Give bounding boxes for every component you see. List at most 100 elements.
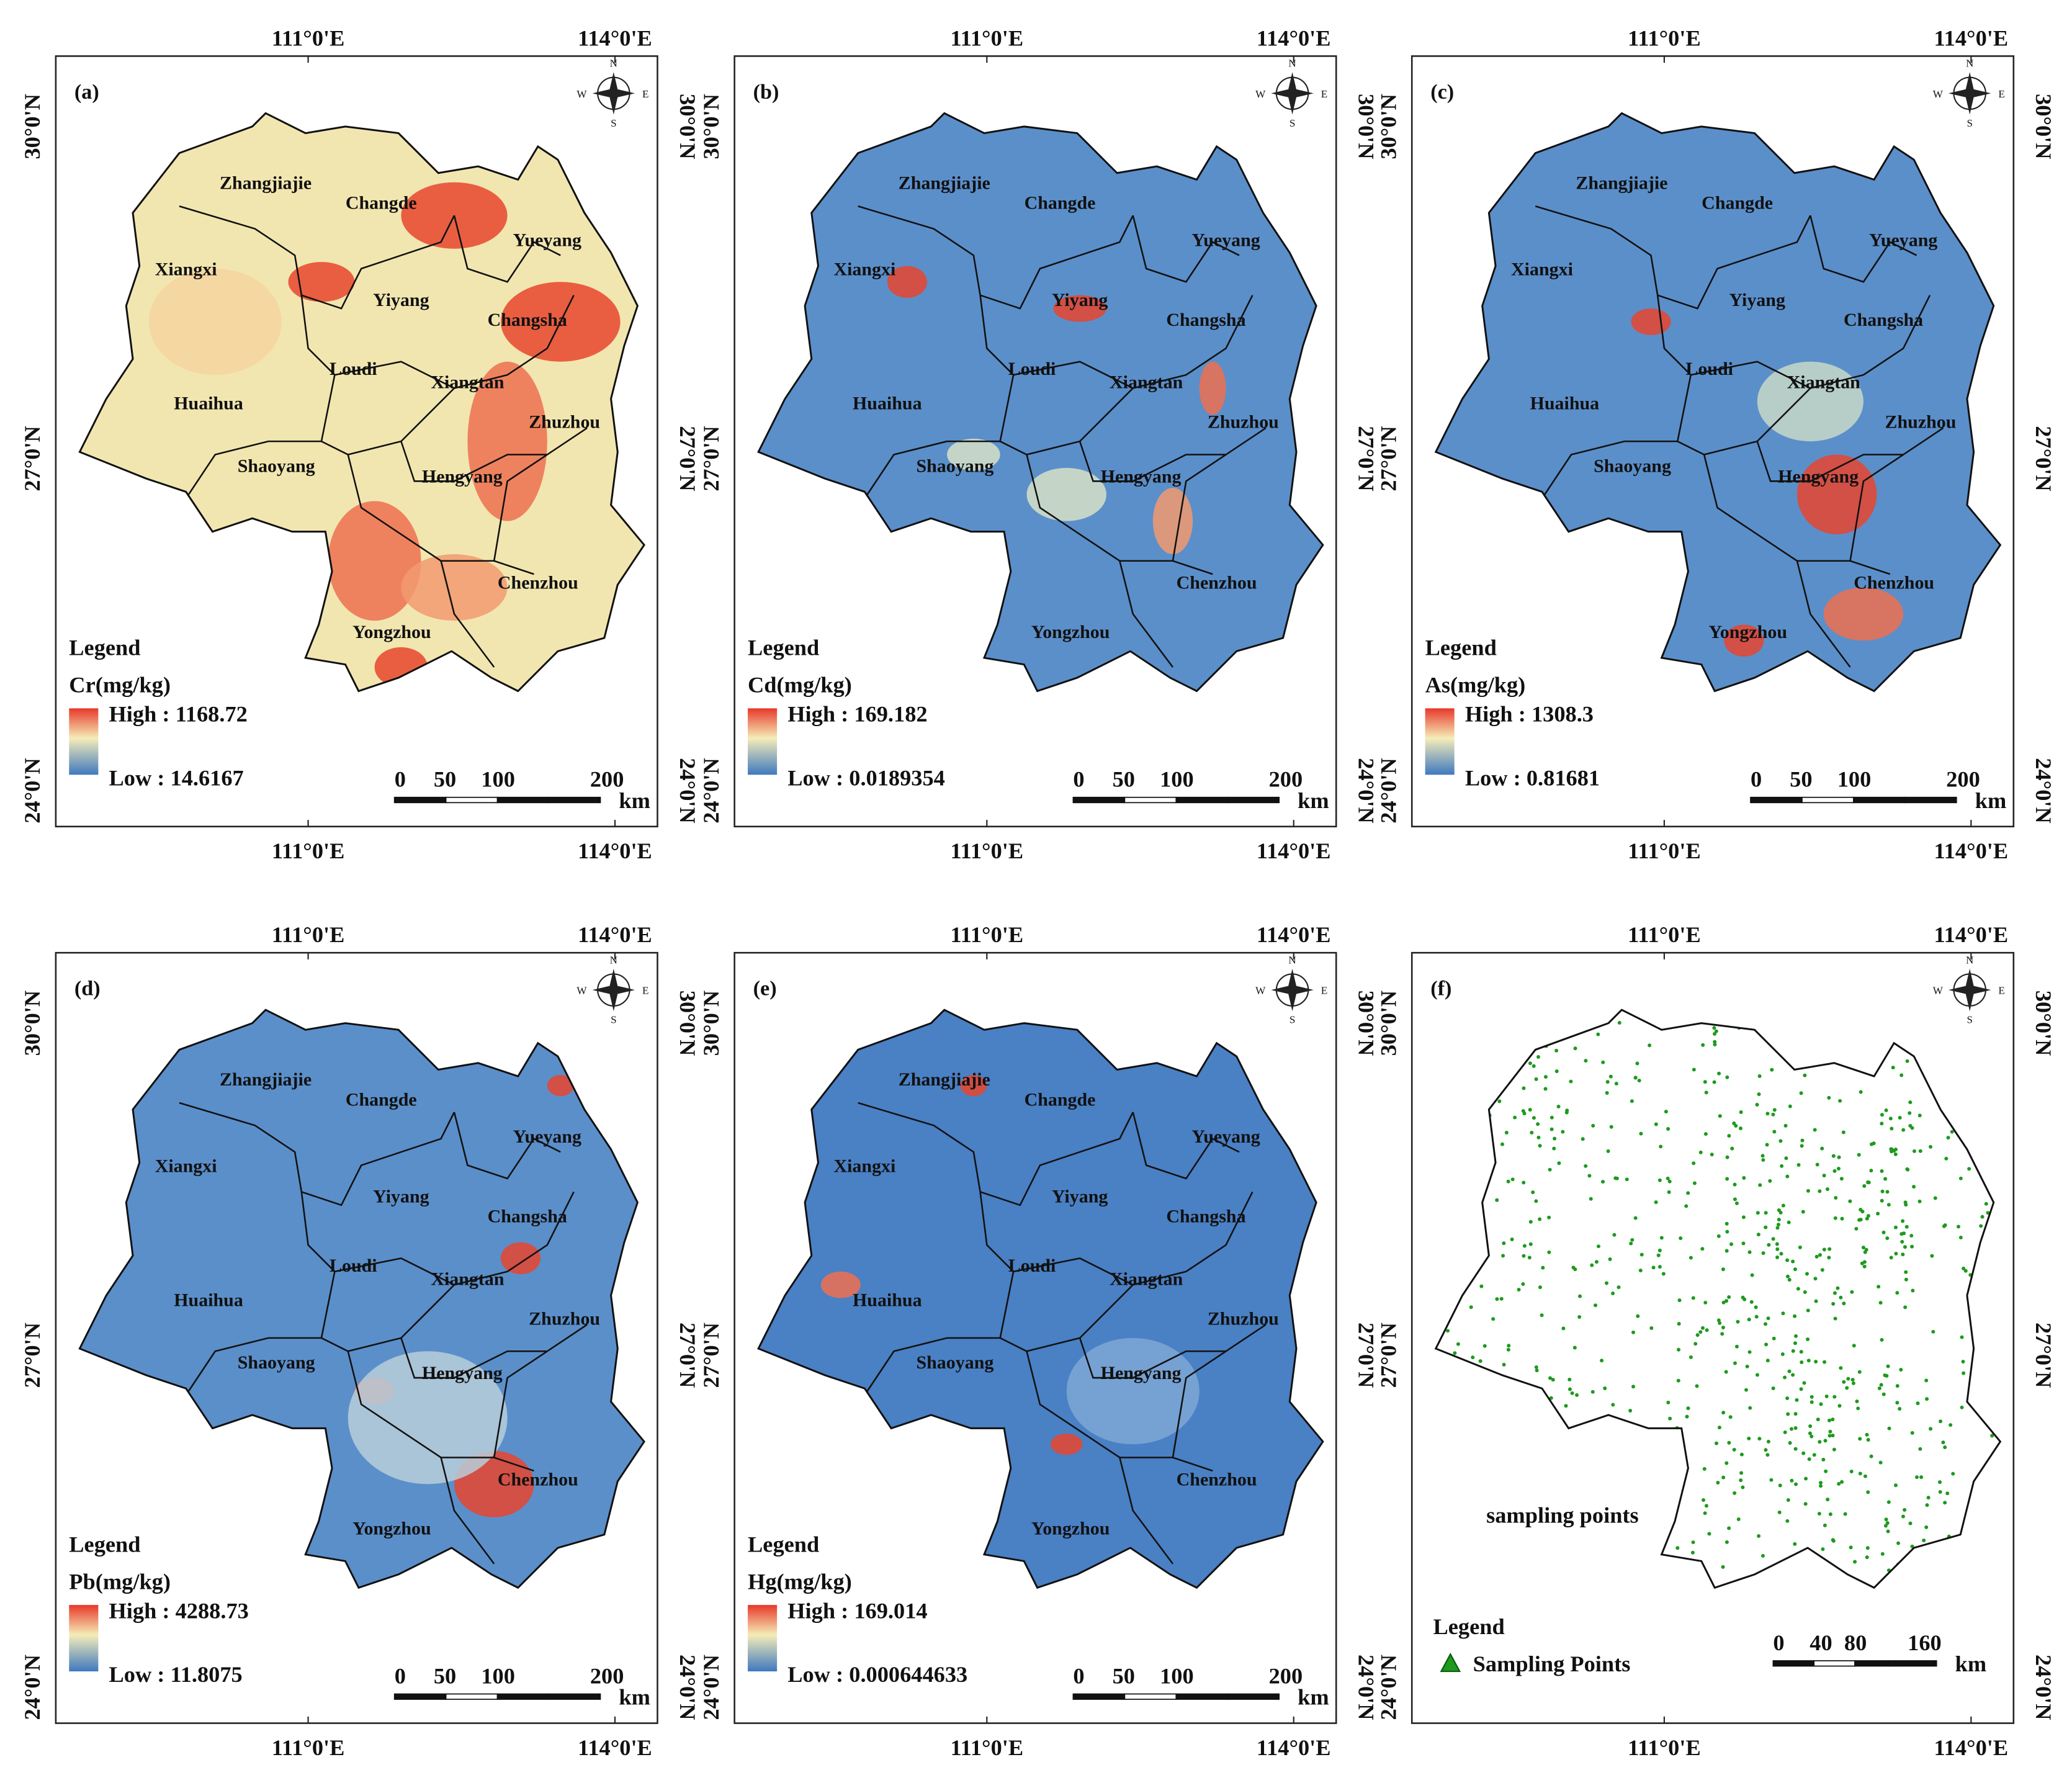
- region-label: Yiyang: [373, 290, 429, 310]
- sample-dot: [1963, 1564, 1968, 1568]
- region-label: Yongzhou: [1031, 1519, 1110, 1539]
- sample-dot: [1575, 1393, 1579, 1397]
- sample-dot: [1780, 1352, 1785, 1356]
- sample-dot: [1538, 1217, 1542, 1221]
- compass-letter: W: [576, 985, 587, 997]
- sample-dot: [1757, 1534, 1761, 1538]
- sample-dot: [1979, 1224, 1983, 1228]
- sample-dot: [1869, 1169, 1873, 1173]
- sample-dot: [1564, 1404, 1568, 1408]
- lat-label: 24°0'N: [1376, 758, 1401, 823]
- province: [758, 1010, 1323, 1588]
- region-label: Zhuzhou: [529, 1308, 600, 1329]
- sample-dot: [1705, 1578, 1709, 1583]
- panel-label: (f): [1430, 977, 1451, 1000]
- sample-dot: [1775, 1226, 1780, 1230]
- sample-dot: [1965, 1556, 1970, 1560]
- province-border: [78, 1009, 645, 1589]
- sample-dot: [1549, 1029, 1553, 1033]
- sample-dot: [1536, 1122, 1540, 1126]
- sample-dot: [1691, 1540, 1695, 1545]
- sample-dot: [1781, 1203, 1785, 1208]
- legend-variable: Cd(mg/kg): [748, 673, 852, 698]
- lat-label: 30°0'N: [1376, 94, 1401, 159]
- compass-letter: S: [1289, 117, 1296, 129]
- sample-dot: [1893, 1483, 1898, 1488]
- sample-dot: [1705, 1328, 1709, 1332]
- sample-dot: [1703, 1511, 1707, 1516]
- sample-dot: [1931, 1329, 1935, 1334]
- lon-label: 111°0'E: [950, 1735, 1023, 1760]
- sample-dot: [1698, 1330, 1703, 1334]
- sample-dot: [1765, 1143, 1769, 1147]
- sample-dot: [1548, 1561, 1553, 1565]
- sample-dot: [1842, 1380, 1846, 1384]
- sample-dot: [1791, 1373, 1795, 1377]
- scale-segment: [496, 1693, 550, 1700]
- lon-label: 114°0'E: [578, 838, 652, 863]
- panel: 111°0'E 111°0'E 114°0'E 114°0'E 30°0'N 30°0'N…: [20, 25, 700, 863]
- sample-dot: [1910, 1244, 1914, 1249]
- sample-dot: [1822, 1247, 1826, 1252]
- sample-dot: [1692, 1181, 1697, 1185]
- sample-dot: [1528, 1406, 1532, 1411]
- sample-dot: [1605, 1080, 1610, 1084]
- sample-dot: [1777, 1510, 1782, 1514]
- sample-dot: [1851, 1381, 1855, 1385]
- sample-dot: [1814, 1299, 1818, 1303]
- sample-dot: [1437, 1429, 1441, 1433]
- sample-dot: [1689, 1355, 1693, 1359]
- sample-dot: [1794, 1334, 1798, 1338]
- sample-dot: [1899, 1368, 1903, 1372]
- sample-dot: [1839, 1177, 1844, 1181]
- sample-dot: [1780, 1164, 1784, 1168]
- panel-label: (e): [753, 977, 777, 1000]
- sample-dot: [1961, 1359, 1965, 1363]
- sample-dot: [1550, 1449, 1554, 1453]
- sample-dot: [1495, 1297, 1499, 1301]
- sample-dot: [1839, 1366, 1843, 1370]
- province-border: [757, 1009, 1324, 1589]
- sample-dot: [1919, 1475, 1924, 1480]
- sample-dot: [1854, 1226, 1859, 1231]
- sample-dot: [1765, 1112, 1770, 1116]
- sample-dot: [1788, 1440, 1792, 1445]
- sample-dot: [1721, 1267, 1725, 1272]
- lat-label: 30°0'N: [1376, 991, 1401, 1056]
- sample-dot: [1827, 1095, 1831, 1100]
- sample-dot: [1473, 1025, 1478, 1029]
- sample-dot: [1813, 1128, 1817, 1132]
- sample-dot: [1880, 1189, 1885, 1193]
- sample-dot: [1725, 1177, 1729, 1181]
- legend-low: Low : 0.000644633: [787, 1662, 967, 1687]
- region-label: Yiyang: [1729, 290, 1785, 310]
- sample-dot: [1437, 1563, 1442, 1567]
- sample-dot: [1713, 1043, 1717, 1047]
- sample-dot: [1635, 1061, 1639, 1066]
- sample-dot: [1721, 1475, 1726, 1480]
- region-label: Yongzhou: [1708, 622, 1787, 642]
- sample-dot: [1625, 1177, 1629, 1182]
- sample-dot: [1538, 1022, 1542, 1027]
- panel-label: (c): [1430, 80, 1454, 104]
- sample-dot: [1548, 1014, 1553, 1018]
- sample-dot: [1534, 1077, 1538, 1081]
- sample-dot: [1965, 1101, 1969, 1105]
- sample-dot: [1685, 1414, 1689, 1419]
- scale-segment: [1895, 1660, 1937, 1667]
- district-border: [347, 1350, 534, 1472]
- sample-dot: [1926, 1496, 1931, 1500]
- region-label: Xiangtan: [1110, 372, 1183, 392]
- sample-dot: [1754, 1305, 1758, 1310]
- lon-label: 111°0'E: [1628, 1735, 1701, 1760]
- lon-label: 114°0'E: [1934, 922, 2008, 947]
- sample-dot: [1456, 1390, 1460, 1395]
- sample-dot: [1473, 1517, 1477, 1522]
- sample-dot: [1440, 1532, 1444, 1536]
- sample-dot: [1977, 1563, 1981, 1568]
- sample-dot: [1933, 1196, 1937, 1200]
- hotspot: [500, 1242, 541, 1275]
- sample-dot: [1895, 1384, 1899, 1388]
- sample-dot: [1925, 1397, 1929, 1401]
- sample-dot: [1864, 1247, 1868, 1252]
